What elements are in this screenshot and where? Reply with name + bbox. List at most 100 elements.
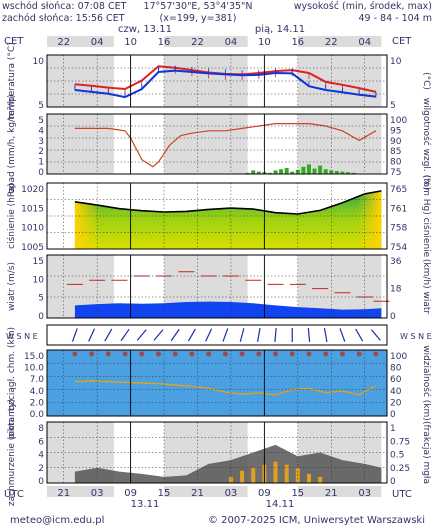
footer-email[interactable]: meteo@icm.edu.pl — [10, 515, 104, 526]
precip-bar — [256, 171, 261, 174]
visibility-tick-right: 0 — [390, 410, 396, 420]
top-night-0 — [47, 36, 114, 47]
wind-arrow — [136, 329, 147, 341]
top-hour-label: 22 — [191, 37, 204, 48]
fog-bar — [228, 476, 233, 483]
bottom-night-0 — [47, 486, 114, 497]
top-day1: czw, 13.11 — [118, 24, 172, 35]
bottom-time-axis: UTC UTC 13.11 14.11 21 03 09 15 21 03 09 15 21 03 — [4, 486, 412, 510]
bottom-hour-label: 09 — [258, 488, 271, 499]
winddir-bg — [47, 325, 387, 345]
precip-bar — [329, 170, 334, 174]
bottom-hour-label: 09 — [124, 488, 137, 499]
precip-bar — [351, 172, 356, 174]
clouds-frame — [46, 421, 388, 484]
clouds-tick-right: 0.25 — [390, 464, 410, 474]
wind-arrow — [104, 328, 113, 342]
precip-bar — [251, 170, 256, 174]
wind-tick-right: 18 — [390, 285, 402, 295]
temperature-panel: 10 5 10 5 temperatura (°C) (°C) — [7, 42, 431, 119]
visibility-tick-left: 2.0 — [30, 398, 45, 408]
precip-bar — [301, 166, 306, 174]
wind-tick-left: 5 — [38, 294, 44, 304]
precip-night — [47, 114, 114, 174]
precip-bar — [290, 171, 295, 174]
precip-bar — [334, 171, 339, 174]
temperature-tick-right: 10 — [390, 57, 402, 67]
visibility-frame — [46, 349, 388, 417]
top-hour-label: 16 — [291, 37, 304, 48]
precip-bar — [273, 170, 278, 174]
wind-arrow — [187, 328, 196, 342]
precip-tick-right: 100 — [390, 116, 407, 126]
precip-tick-right: 90 — [390, 137, 402, 147]
visibility-tick-left: 10.0 — [24, 364, 44, 374]
bottom-hour-label: 21 — [57, 488, 70, 499]
fog-bar — [306, 473, 311, 483]
winddir-compass-right: W S N E — [400, 332, 432, 341]
top-hour-label: 10 — [258, 37, 271, 48]
precip-bar — [267, 172, 272, 174]
wind-arrow — [256, 328, 261, 342]
cloudtop-dot — [239, 351, 245, 357]
precip-tick-left: 1 — [38, 158, 44, 168]
wind-arrow — [239, 328, 245, 342]
precip-tick-left: 0 — [38, 168, 44, 178]
visibility-tick-left: 15.0 — [24, 352, 44, 362]
wind-tick-left: 15 — [33, 257, 44, 267]
wind-arrow — [323, 328, 328, 342]
temp-min-line — [74, 69, 377, 99]
clouds-ylabel: zachmurzenie (oktanty) — [7, 399, 17, 506]
cloudtop-dot — [105, 351, 111, 357]
fog-bar — [251, 467, 256, 483]
wind-arrow — [120, 328, 130, 342]
visibility-tick-right: 20 — [390, 398, 402, 408]
clouds-tick-right: 0.5 — [390, 451, 404, 461]
cloudtop-dot — [289, 351, 295, 357]
wind-arrow — [170, 328, 180, 342]
wind-tick-right: 36 — [390, 257, 402, 267]
pressure-ylabel: ciśnienie (hPa) — [6, 183, 17, 249]
visibility-tick-right: 80 — [390, 364, 402, 374]
visibility-ylabel-right: widzialność (km) — [421, 345, 432, 421]
grid-text: (x=199, y=381) — [160, 13, 237, 24]
clouds-tick-right: 0.75 — [390, 437, 410, 447]
wind-arrow — [274, 327, 277, 343]
visibility-tick-right: 100 — [390, 352, 407, 362]
wind-panel: 15 10 5 0 36 18 0 wiatr (m/s) (km/h) wiatr — [7, 254, 431, 322]
top-night-1 — [164, 36, 248, 47]
precip-bar — [245, 172, 250, 174]
clouds-tick-right: 0 — [390, 477, 396, 487]
wind-arrow — [339, 328, 346, 342]
pressure-panel: 1020 1015 1010 1005 765 761 758 754 ciśnienie (h… — [6, 175, 432, 258]
wind-arrow — [71, 328, 78, 342]
wind-tick-left: 10 — [33, 275, 45, 285]
bottom-hour-label: 15 — [291, 488, 304, 499]
wind-arrow — [355, 328, 364, 342]
top-night-2 — [297, 36, 382, 47]
clouds-tick-left: 4 — [38, 451, 44, 461]
cloudtop-dot — [72, 351, 78, 357]
clouds-tick-left: 8 — [38, 424, 44, 434]
cloudtop-dot — [273, 351, 279, 357]
sunrise-text: wschód słońca: 07:08 CET — [2, 1, 127, 12]
visibility-line — [74, 380, 377, 396]
precip-bar — [295, 169, 300, 174]
precip-ylabel: opad (mm/h, kg/m²/h) — [7, 94, 17, 193]
elevation-values: 49 - 84 - 104 m — [358, 13, 432, 24]
precip-night — [164, 114, 248, 174]
clouds-tick-left: 2 — [38, 464, 44, 474]
precip-bar — [279, 169, 284, 174]
bottom-hour-label: 21 — [191, 488, 204, 499]
visibility-sky — [47, 350, 387, 416]
visibility-ylabel: pion. rozciągł. chm. (km) — [7, 327, 17, 439]
bottom-hour-label: 21 — [325, 488, 338, 499]
precip-bar — [318, 165, 323, 174]
precip-tick-left: 3 — [38, 137, 44, 147]
precip-tick-right: 80 — [390, 158, 402, 168]
wind-arrow — [370, 329, 381, 341]
precip-bar — [306, 164, 311, 174]
elevation-label: wysokość (min, środek, max) — [294, 1, 432, 12]
